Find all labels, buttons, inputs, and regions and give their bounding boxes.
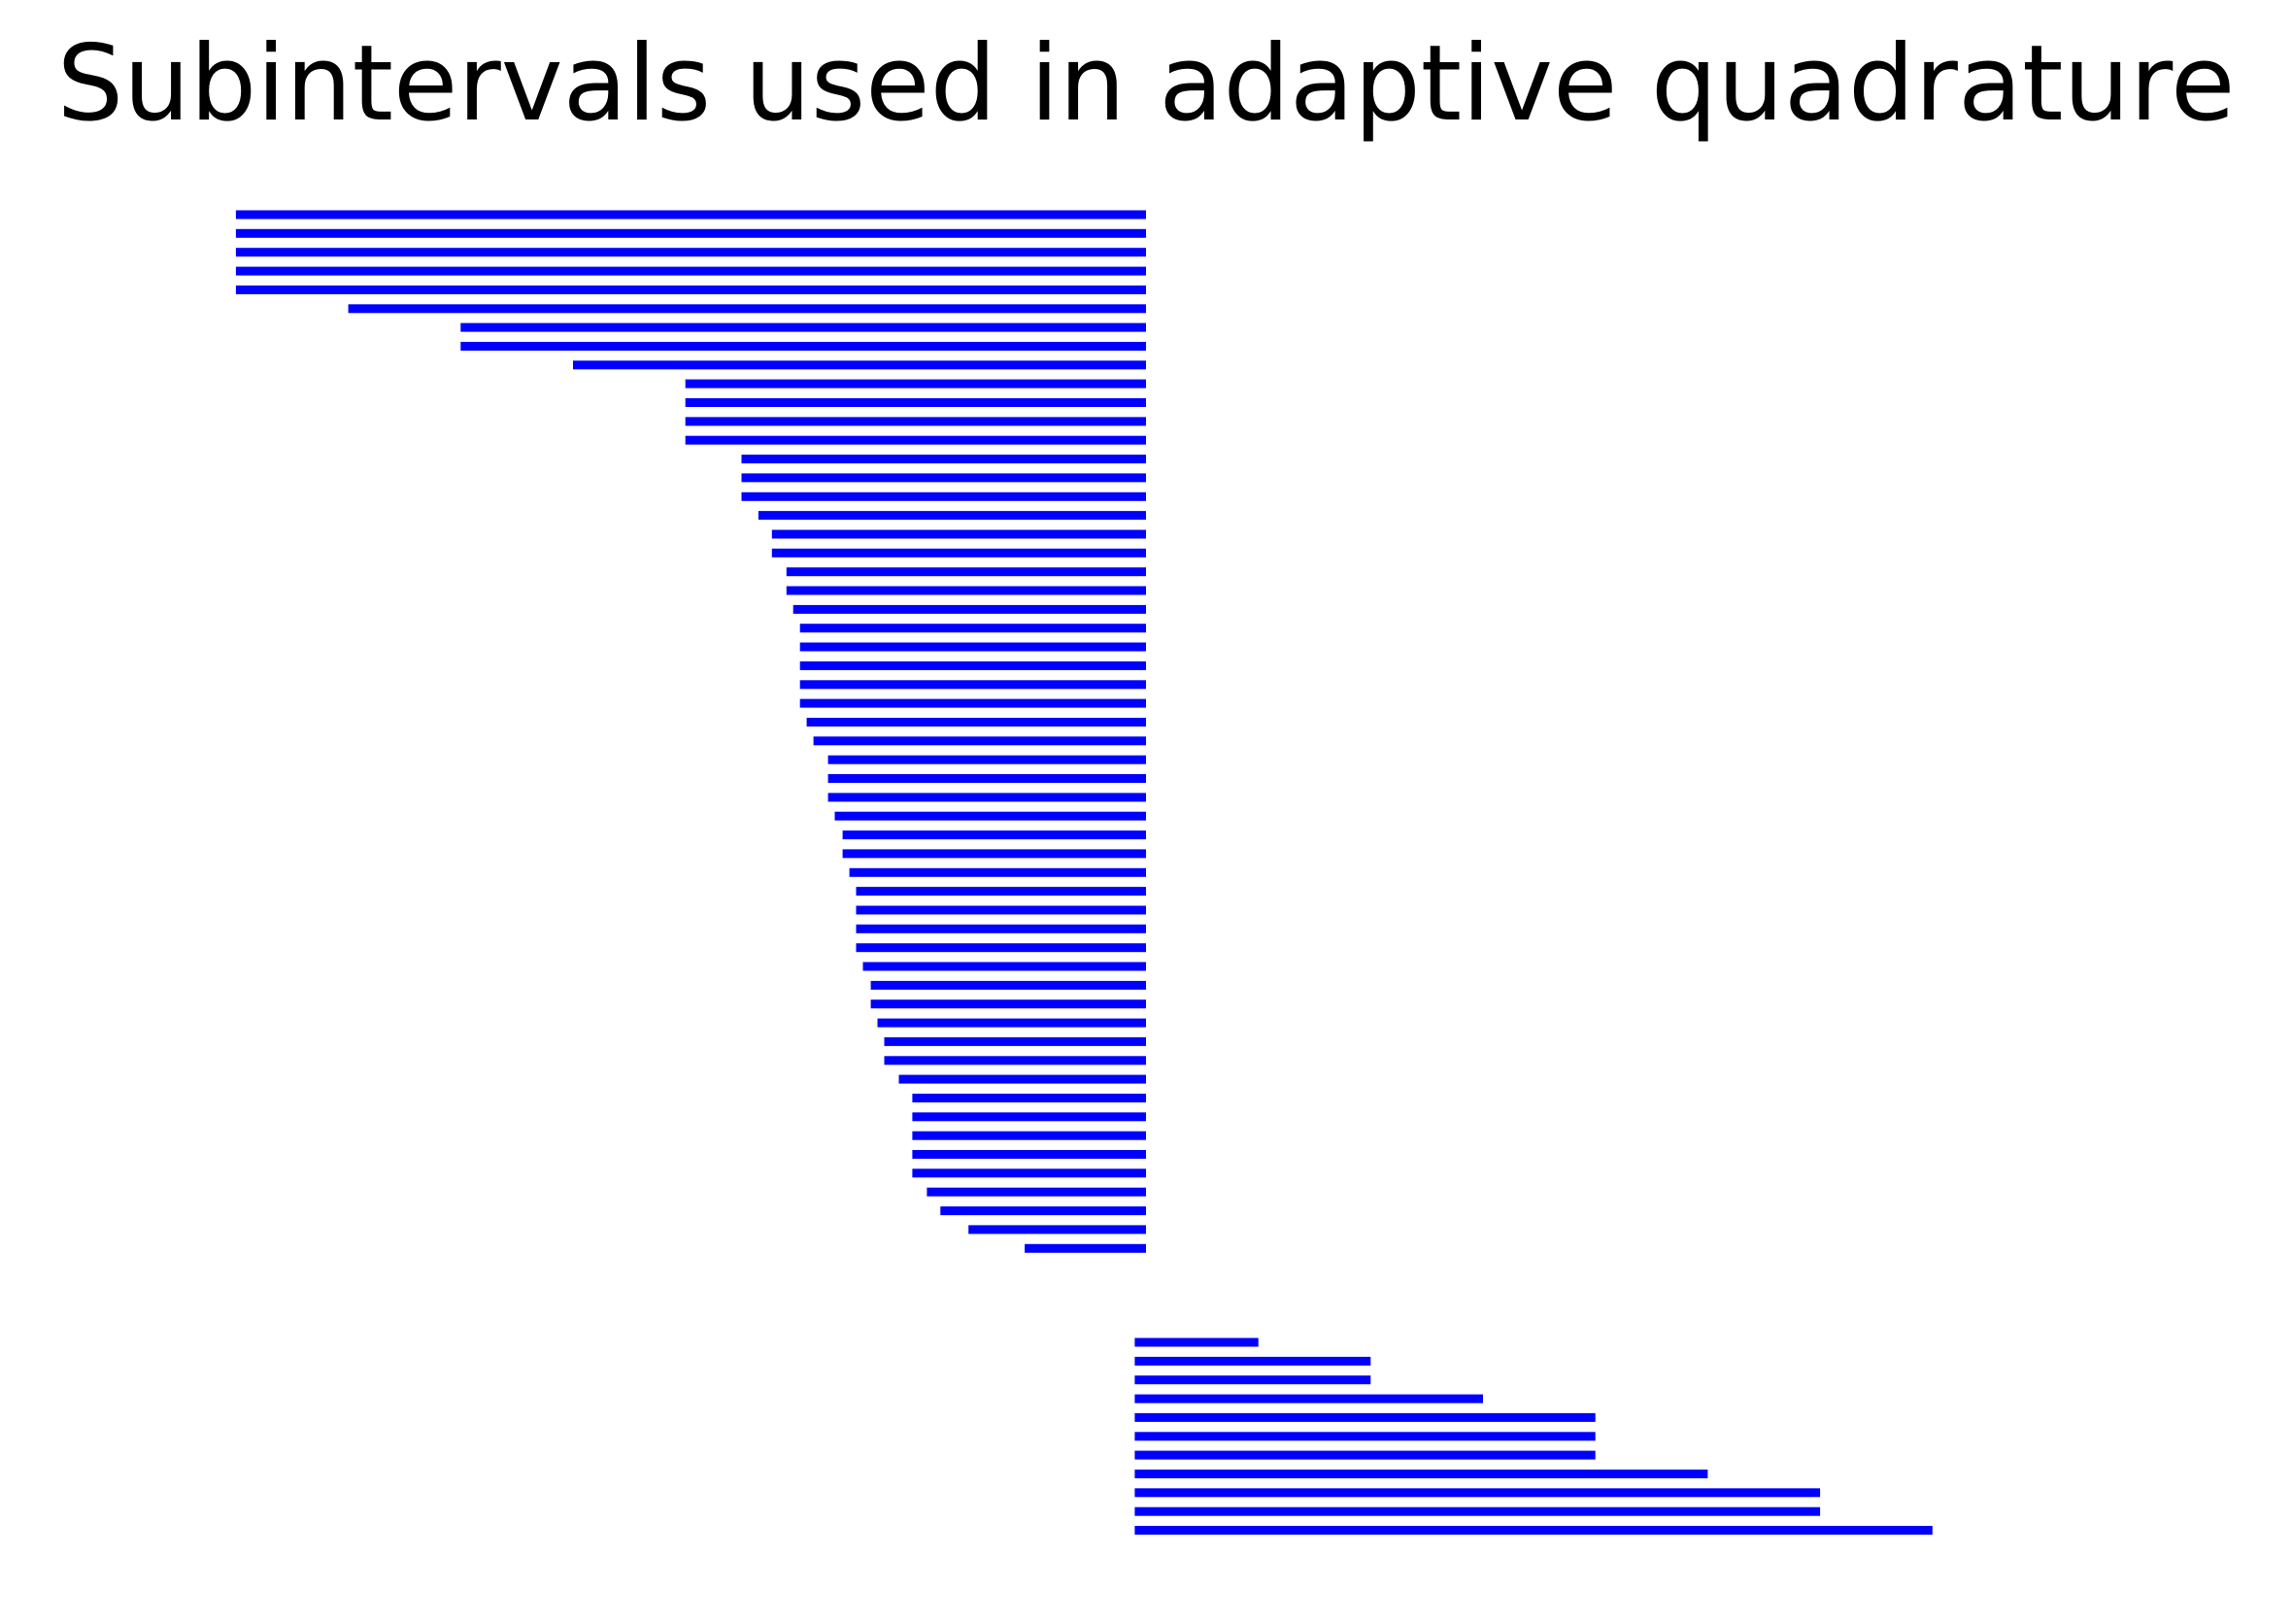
interval-bar <box>799 680 1146 690</box>
interval-bar <box>884 1056 1146 1066</box>
interval-bar <box>786 567 1146 577</box>
interval-bar <box>856 887 1146 897</box>
interval-bar <box>842 849 1146 859</box>
chart-title: Subintervals used in adaptive quadrature <box>56 23 2236 145</box>
interval-bar <box>834 811 1146 821</box>
interval-bar <box>799 698 1146 708</box>
interval-bar <box>1134 1412 1596 1422</box>
interval-bar <box>827 774 1146 783</box>
interval-bar <box>912 1112 1146 1122</box>
interval-bar <box>792 604 1146 614</box>
interval-bar <box>235 210 1146 220</box>
interval-bar <box>827 793 1146 802</box>
interval-bar <box>856 924 1146 933</box>
interval-bar <box>849 867 1146 877</box>
interval-bar <box>842 830 1146 840</box>
interval-bar <box>1134 1450 1596 1460</box>
interval-bar <box>799 624 1146 633</box>
interval-bar <box>870 980 1146 990</box>
interval-bar <box>877 1018 1146 1028</box>
interval-bar <box>968 1225 1146 1235</box>
interval-bar <box>806 718 1146 727</box>
interval-bar <box>235 285 1146 294</box>
interval-bar <box>1134 1526 1933 1535</box>
interval-bar <box>1134 1337 1259 1347</box>
interval-bar <box>1134 1375 1371 1385</box>
interval-bar <box>827 755 1146 764</box>
interval-bar <box>1134 1506 1821 1516</box>
interval-bar <box>898 1074 1146 1084</box>
interval-bar <box>348 304 1147 314</box>
interval-bar <box>741 473 1146 483</box>
interval-bar <box>884 1036 1146 1046</box>
interval-bar <box>1134 1470 1708 1478</box>
interval-bar <box>940 1206 1146 1216</box>
interval-bar <box>1134 1432 1596 1441</box>
interval-bar <box>813 736 1146 746</box>
interval-bar <box>870 999 1146 1009</box>
interval-bar <box>573 360 1146 370</box>
interval-bar <box>799 660 1146 670</box>
interval-bar <box>856 943 1146 953</box>
interval-bar <box>927 1187 1146 1197</box>
interval-bar <box>1134 1488 1821 1498</box>
interval-bar <box>685 398 1146 407</box>
interval-bar <box>786 586 1146 595</box>
interval-bar <box>685 417 1146 426</box>
interval-bar <box>799 642 1146 652</box>
interval-bar <box>912 1094 1146 1102</box>
interval-bar <box>912 1131 1146 1140</box>
interval-bar <box>1025 1243 1146 1253</box>
interval-bar <box>235 266 1146 276</box>
interval-bar <box>758 511 1146 521</box>
interval-bar <box>1134 1394 1483 1404</box>
interval-bar <box>235 248 1146 257</box>
interval-bar <box>912 1150 1146 1159</box>
interval-bar <box>1134 1356 1371 1366</box>
interval-bar <box>741 491 1146 501</box>
interval-bar <box>685 379 1146 389</box>
interval-bar <box>685 435 1146 445</box>
interval-bar <box>771 548 1146 558</box>
interval-bar <box>460 342 1146 351</box>
interval-bar <box>741 455 1146 464</box>
interval-bar <box>862 962 1146 971</box>
interval-bar <box>235 228 1146 238</box>
interval-bar <box>856 905 1146 915</box>
interval-bar <box>912 1168 1146 1178</box>
interval-bar <box>460 322 1146 332</box>
interval-bar <box>771 529 1146 539</box>
